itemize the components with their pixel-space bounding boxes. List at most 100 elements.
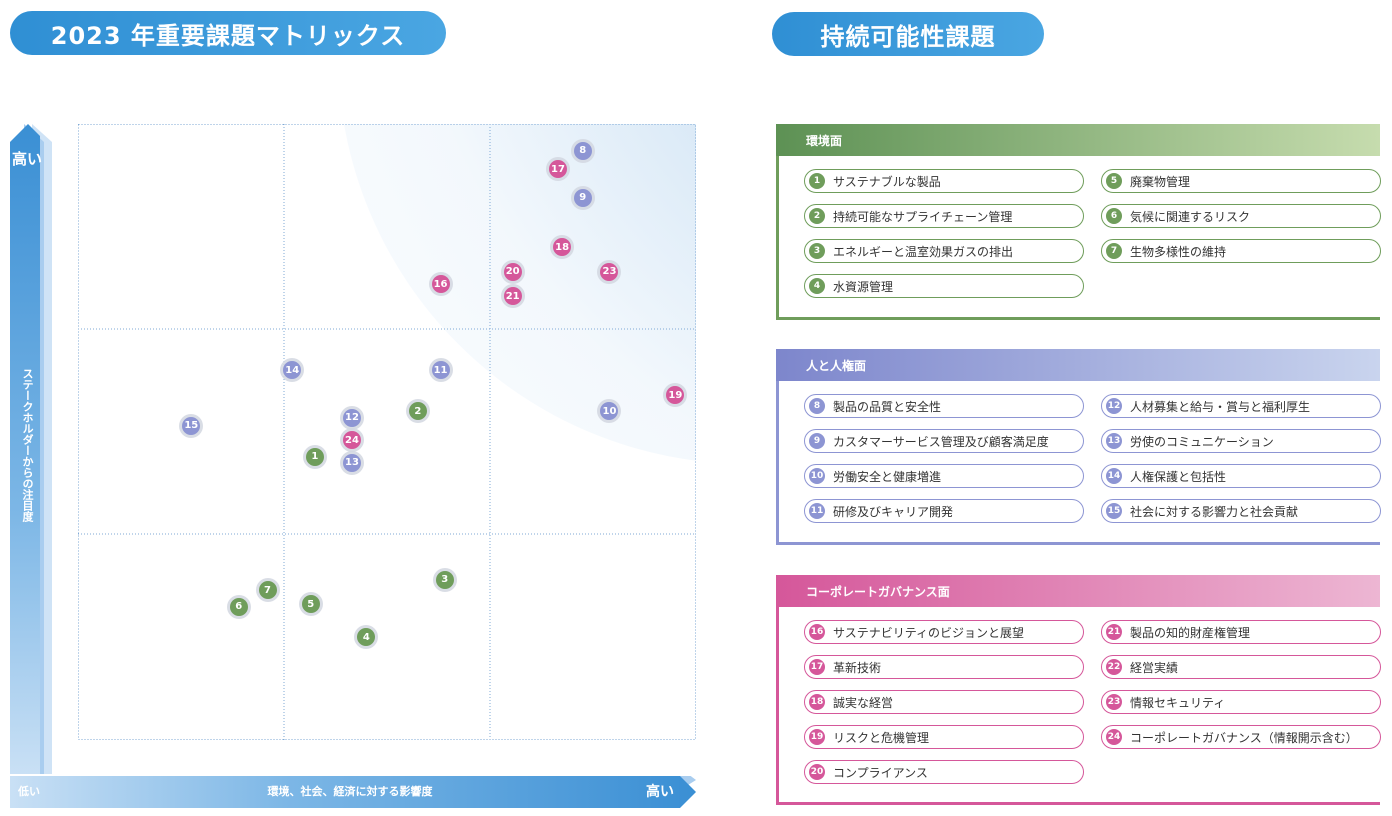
issue-label: コーポレートガバナンス（情報開示含む） — [1130, 730, 1358, 745]
issue-number-badge: 9 — [809, 433, 825, 449]
issue-marker-19: 19 — [666, 386, 685, 405]
issue-item-5: 5 廃棄物管理 — [1101, 169, 1381, 193]
human-header: 人と人権面 — [776, 349, 1380, 381]
issue-label: 経営実績 — [1130, 660, 1179, 675]
issue-item-17: 17 革新技術 — [804, 655, 1084, 679]
issue-label: 誠実な経営 — [833, 695, 894, 710]
issue-marker-10: 10 — [600, 402, 619, 421]
issue-number-badge: 8 — [809, 398, 825, 414]
issue-number-badge: 24 — [1106, 729, 1122, 745]
issue-label: 生物多様性の維持 — [1130, 244, 1227, 259]
issue-marker-21: 21 — [503, 287, 522, 306]
issue-item-10: 10 労働安全と健康増進 — [804, 464, 1084, 488]
issue-label: 情報セキュリティ — [1130, 695, 1226, 710]
issue-number-badge: 15 — [1106, 503, 1122, 519]
issue-marker-20: 20 — [503, 262, 522, 281]
x-axis-arrow — [10, 776, 696, 808]
governance-header: コーポレートガバナンス面 — [776, 575, 1380, 607]
issue-number-badge: 7 — [1106, 243, 1122, 259]
issue-label: 製品の品質と安全性 — [833, 399, 942, 414]
issue-number-badge: 6 — [1106, 208, 1122, 224]
issue-marker-6: 6 — [229, 597, 248, 616]
environment-header: 環境面 — [776, 124, 1380, 156]
matrix-plot: 1 2 3 4 5 6 7 8 9 10 11 12 13 14 15 16 17 18 19 20 21 23 24 — [78, 124, 696, 740]
y-axis-high-label: 高い — [12, 150, 43, 168]
issue-item-15: 15 社会に対する影響力と社会貢献 — [1101, 499, 1381, 523]
issue-marker-18: 18 — [553, 238, 572, 257]
issue-label: 水資源管理 — [833, 279, 894, 294]
issue-item-3: 3 エネルギーと温室効果ガスの排出 — [804, 239, 1084, 263]
issue-item-23: 23 情報セキュリティ — [1101, 690, 1381, 714]
y-axis-label: ステークホルダーからの注目度 — [21, 368, 34, 522]
issue-marker-3: 3 — [435, 570, 454, 589]
x-axis-low-label: 低い — [18, 785, 40, 798]
issue-number-badge: 10 — [809, 468, 825, 484]
issue-number-badge: 13 — [1106, 433, 1122, 449]
issue-label: エネルギーと温室効果ガスの排出 — [833, 244, 1014, 259]
issue-label: 持続可能なサプライチェーン管理 — [833, 209, 1013, 224]
governance-panel: コーポレートガバナンス面 16 サステナビリティのビジョンと展望 17 革新技術 18 誠… — [776, 575, 1381, 805]
issue-label: 労使のコミュニケーション — [1130, 434, 1274, 449]
issue-number-badge: 4 — [809, 278, 825, 294]
issue-marker-1: 1 — [305, 447, 324, 466]
issue-label: サステナブルな製品 — [833, 174, 941, 189]
issue-marker-12: 12 — [342, 408, 361, 427]
issue-item-8: 8 製品の品質と安全性 — [804, 394, 1084, 418]
x-axis-label: 環境、社会、経済に対する影響度 — [267, 785, 433, 798]
issue-item-20: 20 コンプライアンス — [804, 760, 1084, 784]
issue-label: カスタマーサービス管理及び顧客満足度 — [833, 434, 1049, 449]
issue-marker-4: 4 — [357, 628, 376, 647]
issue-number-badge: 2 — [809, 208, 825, 224]
issue-number-badge: 19 — [809, 729, 825, 745]
issue-label: 革新技術 — [833, 660, 882, 675]
issue-label: 人権保護と包括性 — [1130, 469, 1227, 484]
issue-item-2: 2 持続可能なサプライチェーン管理 — [804, 204, 1084, 228]
issue-item-4: 4 水資源管理 — [804, 274, 1084, 298]
issue-marker-15: 15 — [182, 416, 201, 435]
issue-marker-5: 5 — [301, 595, 320, 614]
issue-marker-9: 9 — [573, 188, 592, 207]
issue-item-16: 16 サステナビリティのビジョンと展望 — [804, 620, 1084, 644]
issue-number-badge: 1 — [809, 173, 825, 189]
issue-item-14: 14 人権保護と包括性 — [1101, 464, 1381, 488]
issue-label: サステナビリティのビジョンと展望 — [833, 625, 1025, 640]
issue-number-badge: 20 — [809, 764, 825, 780]
issue-marker-11: 11 — [431, 361, 450, 380]
issue-item-6: 6 気候に関連するリスク — [1101, 204, 1381, 228]
human-body: 8 製品の品質と安全性 9 カスタマーサービス管理及び顧客満足度 10 労働安全と健康増進… — [776, 381, 1381, 545]
issue-label: 製品の知的財産権管理 — [1130, 625, 1251, 640]
issue-label: リスクと危機管理 — [833, 730, 930, 745]
issue-item-9: 9 カスタマーサービス管理及び顧客満足度 — [804, 429, 1084, 453]
issue-item-24: 24 コーポレートガバナンス（情報開示含む） — [1101, 725, 1381, 749]
x-axis-high-label: 高い — [646, 784, 674, 800]
issue-item-12: 12 人材募集と給与・賞与と福利厚生 — [1101, 394, 1381, 418]
issue-marker-7: 7 — [258, 581, 277, 600]
issue-marker-16: 16 — [431, 275, 450, 294]
issue-label: 気候に関連するリスク — [1130, 209, 1251, 224]
issue-item-11: 11 研修及びキャリア開発 — [804, 499, 1084, 523]
y-axis-arrow — [10, 124, 52, 774]
issue-label: 社会に対する影響力と社会貢献 — [1130, 504, 1299, 519]
environment-panel: 環境面 1 サステナブルな製品 2 持続可能なサプライチェーン管理 3 エネルギーと温室効… — [776, 124, 1381, 320]
issue-marker-24: 24 — [342, 431, 361, 450]
issue-number-badge: 23 — [1106, 694, 1122, 710]
issue-item-19: 19 リスクと危機管理 — [804, 725, 1084, 749]
sustainability-title: 持続可能性課題 — [772, 12, 1044, 56]
issue-marker-23: 23 — [600, 262, 619, 281]
matrix-grid — [78, 124, 696, 740]
issue-item-21: 21 製品の知的財産権管理 — [1101, 620, 1381, 644]
issue-item-18: 18 誠実な経営 — [804, 690, 1084, 714]
issue-item-22: 22 経営実績 — [1101, 655, 1381, 679]
matrix-title: 2023 年重要課題マトリックス — [10, 11, 446, 55]
issue-label: 労働安全と健康増進 — [833, 469, 942, 484]
issue-marker-14: 14 — [283, 361, 302, 380]
human-panel: 人と人権面 8 製品の品質と安全性 9 カスタマーサービス管理及び顧客満足度 10 労働安… — [776, 349, 1381, 545]
issue-item-13: 13 労使のコミュニケーション — [1101, 429, 1381, 453]
issue-marker-17: 17 — [548, 160, 567, 179]
issue-number-badge: 5 — [1106, 173, 1122, 189]
environment-body: 1 サステナブルな製品 2 持続可能なサプライチェーン管理 3 エネルギーと温室効果ガスの… — [776, 156, 1381, 320]
governance-body: 16 サステナビリティのビジョンと展望 17 革新技術 18 誠実な経営 19 リスクと危機管… — [776, 607, 1381, 805]
issue-number-badge: 22 — [1106, 659, 1122, 675]
issue-number-badge: 11 — [809, 503, 825, 519]
issue-number-badge: 16 — [809, 624, 825, 640]
